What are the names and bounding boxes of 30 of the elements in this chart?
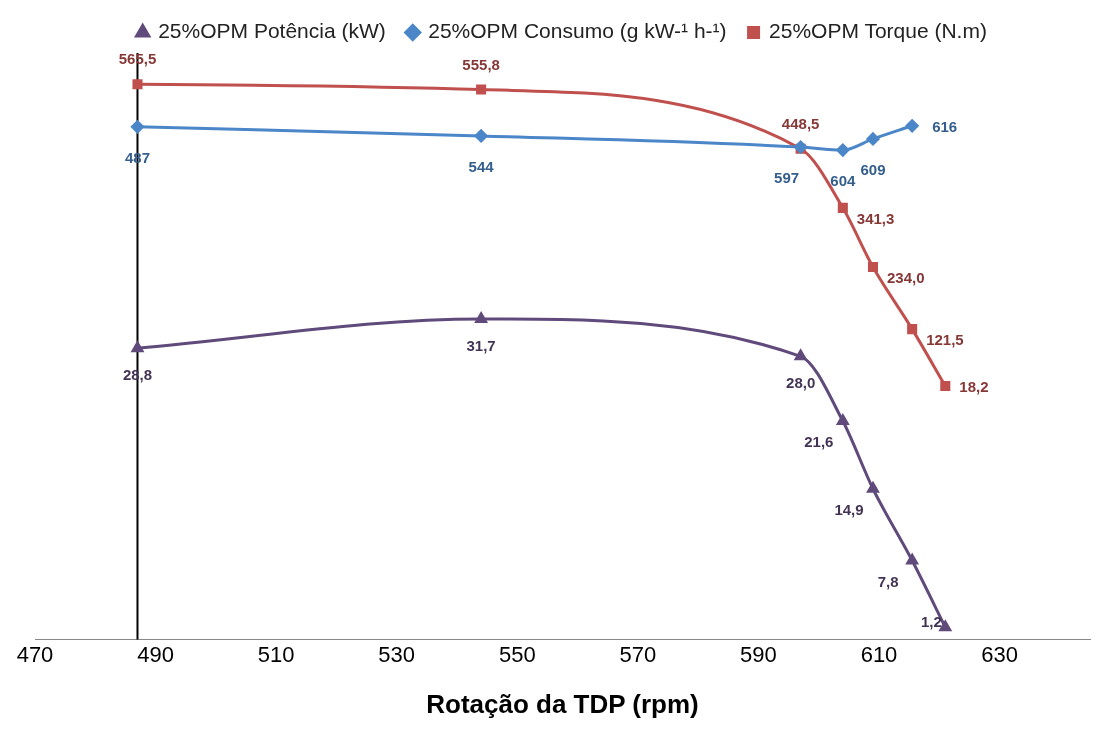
x-tick-label: 610 xyxy=(860,641,898,667)
data-label: 448,5 xyxy=(781,114,820,132)
data-label: 1,2 xyxy=(920,613,942,631)
x-tick-label: 550 xyxy=(498,641,536,667)
legend-label: 25%OPM Torque (N.m) xyxy=(769,19,987,43)
annotation: 609 xyxy=(860,161,886,179)
x-tick-label: 570 xyxy=(619,641,657,667)
data-label: 121,5 xyxy=(926,331,964,349)
x-axis-title: Rotação da TDP (rpm) xyxy=(426,688,699,719)
x-tick-label: 530 xyxy=(378,641,416,667)
data-label: 7,8 xyxy=(877,572,899,590)
legend-label: 25%OPM Potência (kW) xyxy=(158,19,386,43)
x-tick-label: 470 xyxy=(16,641,54,667)
annotation: 544 xyxy=(468,158,495,176)
data-label: 555,8 xyxy=(462,55,500,73)
data-label: 18,2 xyxy=(959,378,989,396)
annotation: 616 xyxy=(932,117,958,135)
annotation: 597 xyxy=(774,169,800,187)
legend-label: 25%OPM Consumo (g kW-¹ h-¹) xyxy=(428,19,727,43)
x-tick-label: 630 xyxy=(981,641,1018,667)
x-tick-label: 590 xyxy=(740,641,777,667)
annotation: 604 xyxy=(830,172,856,190)
data-label: 31,7 xyxy=(466,337,496,355)
data-label: 21,6 xyxy=(804,433,834,451)
x-tick-label: 510 xyxy=(257,641,295,667)
data-label: 341,3 xyxy=(856,209,895,227)
data-label: 14,9 xyxy=(834,500,864,518)
data-label: 234,0 xyxy=(886,269,925,287)
x-tick-label: 490 xyxy=(137,641,174,667)
data-label: 28,0 xyxy=(786,374,816,392)
